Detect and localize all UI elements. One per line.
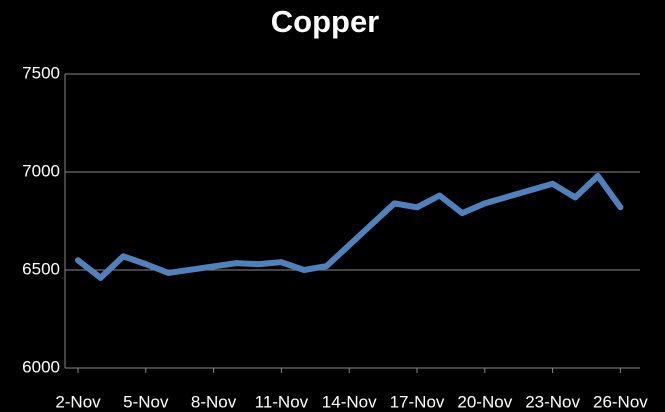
x-tick-label: 20-Nov <box>457 392 512 411</box>
y-tick-label: 7500 <box>22 63 60 82</box>
y-tick-label: 7000 <box>22 161 60 180</box>
x-tick-label: 17-Nov <box>390 392 445 411</box>
y-tick-label: 6000 <box>22 357 60 376</box>
x-tick-label: 23-Nov <box>525 392 580 411</box>
chart-title: Copper <box>271 4 380 39</box>
x-tick-label: 2-Nov <box>55 392 101 411</box>
x-tick-label: 11-Nov <box>255 392 309 411</box>
data-line <box>75 172 624 281</box>
x-tick-label: 26-Nov <box>593 392 648 411</box>
x-tick-label: 8-Nov <box>191 392 237 411</box>
x-tick-label: 14-Nov <box>322 392 377 411</box>
x-tick-label: 5-Nov <box>123 392 169 411</box>
y-tick-label: 6500 <box>22 259 60 278</box>
